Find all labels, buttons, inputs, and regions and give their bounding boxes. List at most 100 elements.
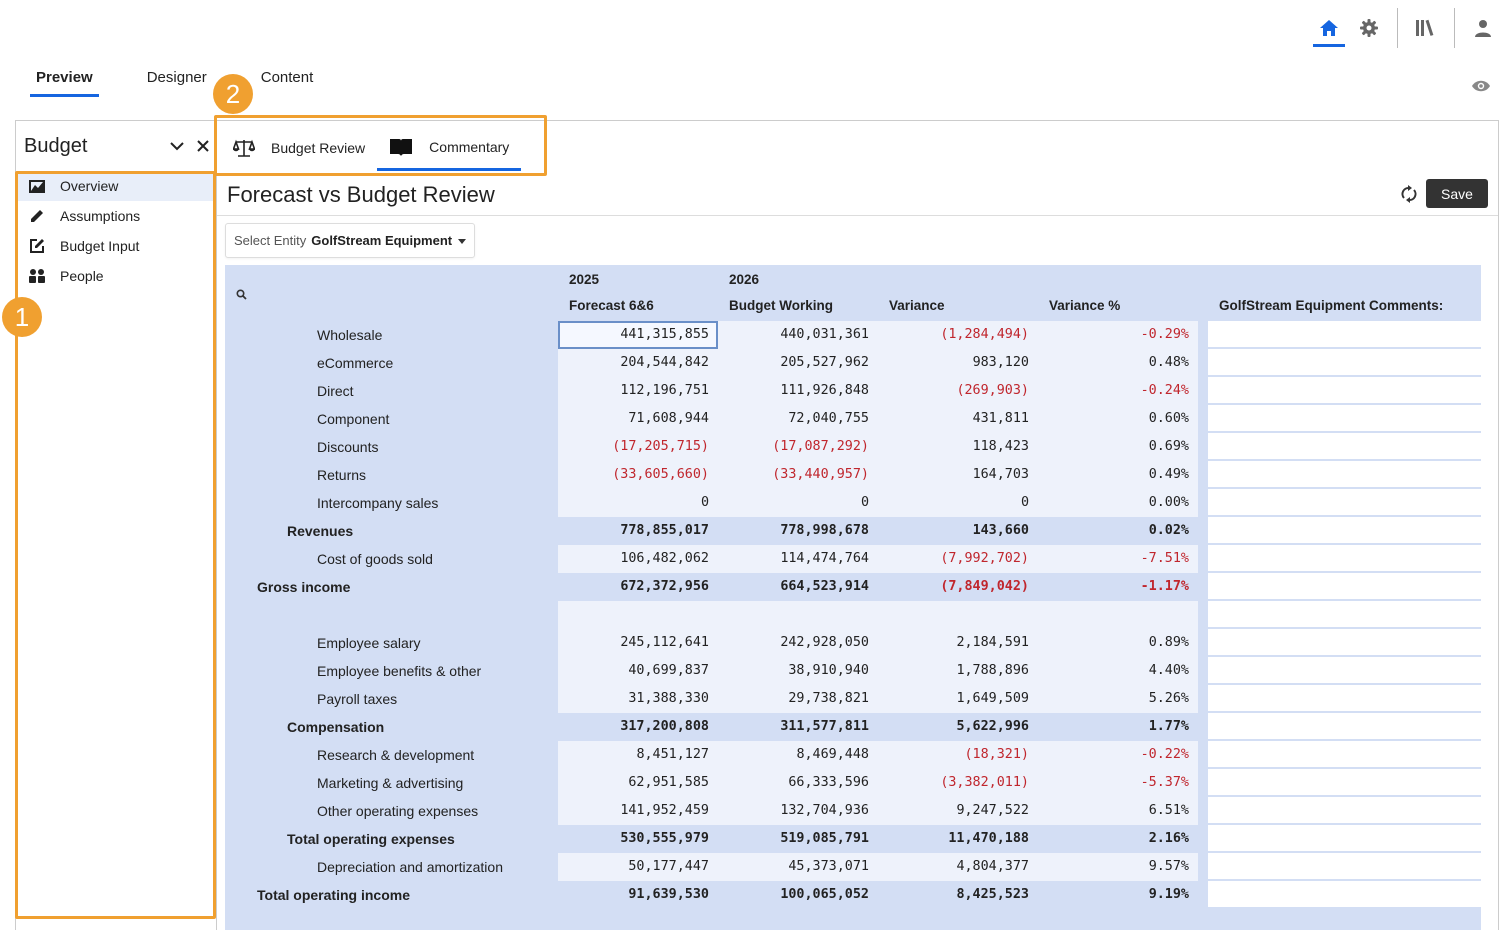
data-cell[interactable]: 29,738,821 bbox=[788, 691, 869, 706]
comment-cell[interactable] bbox=[1208, 573, 1481, 600]
data-cell[interactable]: 778,855,017 bbox=[620, 523, 709, 538]
comment-cell[interactable] bbox=[1208, 601, 1481, 628]
comment-cell[interactable] bbox=[1208, 377, 1481, 404]
data-cell[interactable]: 8,469,448 bbox=[796, 747, 869, 762]
refresh-icon[interactable] bbox=[1400, 185, 1418, 208]
data-cell[interactable]: (269,903) bbox=[956, 383, 1029, 398]
data-cell[interactable]: 0 bbox=[1020, 495, 1029, 510]
user-icon[interactable] bbox=[1463, 11, 1503, 45]
data-cell[interactable]: 0.69% bbox=[1148, 439, 1189, 454]
data-cell[interactable]: 45,373,071 bbox=[788, 859, 869, 874]
comment-cell[interactable] bbox=[1208, 545, 1481, 572]
data-cell[interactable]: 66,333,596 bbox=[788, 775, 869, 790]
data-cell[interactable] bbox=[878, 601, 1038, 629]
tab-designer[interactable]: Designer bbox=[146, 69, 207, 86]
data-cell[interactable]: 0.02% bbox=[1148, 523, 1189, 538]
data-cell[interactable]: 2,184,591 bbox=[956, 635, 1029, 650]
data-cell[interactable]: 242,928,050 bbox=[780, 635, 869, 650]
data-cell[interactable]: (3,382,011) bbox=[940, 775, 1029, 790]
data-cell[interactable]: 311,577,811 bbox=[780, 719, 869, 734]
data-cell[interactable]: 245,112,641 bbox=[620, 635, 709, 650]
data-cell[interactable]: 0.00% bbox=[1148, 495, 1189, 510]
data-cell[interactable]: 1,649,509 bbox=[956, 691, 1029, 706]
data-cell[interactable]: (17,205,715) bbox=[612, 439, 709, 454]
data-cell[interactable]: 38,910,940 bbox=[788, 663, 869, 678]
comment-cell[interactable] bbox=[1208, 489, 1481, 516]
data-cell[interactable]: 672,372,956 bbox=[620, 579, 709, 594]
comment-cell[interactable] bbox=[1208, 517, 1481, 544]
data-cell[interactable]: 0.89% bbox=[1148, 635, 1189, 650]
data-cell[interactable]: -7.51% bbox=[1140, 551, 1189, 566]
comment-cell[interactable] bbox=[1208, 741, 1481, 768]
comment-cell[interactable] bbox=[1208, 713, 1481, 740]
select-entity-dropdown[interactable]: Select Entity GolfStream Equipment bbox=[225, 223, 476, 258]
data-cell[interactable]: 5,622,996 bbox=[956, 719, 1029, 734]
chevron-down-icon[interactable] bbox=[165, 134, 189, 158]
comment-cell[interactable] bbox=[1208, 881, 1481, 908]
data-cell[interactable]: -5.37% bbox=[1140, 775, 1189, 790]
sidebar-item-overview[interactable]: Overview bbox=[16, 171, 217, 201]
data-cell[interactable] bbox=[718, 601, 878, 629]
comment-cell[interactable] bbox=[1208, 657, 1481, 684]
data-cell[interactable]: 9,247,522 bbox=[956, 803, 1029, 818]
library-icon[interactable] bbox=[1406, 11, 1446, 45]
data-cell[interactable]: -0.24% bbox=[1140, 383, 1189, 398]
data-cell[interactable]: 114,474,764 bbox=[780, 551, 869, 566]
comment-cell[interactable] bbox=[1208, 461, 1481, 488]
data-cell[interactable]: 91,639,530 bbox=[628, 887, 709, 902]
data-cell[interactable]: 519,085,791 bbox=[780, 831, 869, 846]
data-cell[interactable]: 4,804,377 bbox=[956, 859, 1029, 874]
tab-preview[interactable]: Preview bbox=[30, 66, 99, 97]
data-cell[interactable]: 132,704,936 bbox=[780, 803, 869, 818]
comment-cell[interactable] bbox=[1208, 825, 1481, 852]
data-cell[interactable]: (1,284,494) bbox=[940, 327, 1029, 342]
data-cell[interactable]: 530,555,979 bbox=[620, 831, 709, 846]
data-cell[interactable]: -0.29% bbox=[1140, 327, 1189, 342]
data-cell[interactable]: -0.22% bbox=[1140, 747, 1189, 762]
comment-cell[interactable] bbox=[1208, 321, 1481, 348]
save-button[interactable]: Save bbox=[1426, 179, 1488, 208]
data-cell[interactable]: 141,952,459 bbox=[620, 803, 709, 818]
data-cell[interactable]: 118,423 bbox=[972, 439, 1029, 454]
data-cell[interactable]: 6.51% bbox=[1148, 803, 1189, 818]
data-cell[interactable]: 205,527,962 bbox=[780, 355, 869, 370]
comment-cell[interactable] bbox=[1208, 853, 1481, 880]
data-cell[interactable]: 8,451,127 bbox=[636, 747, 709, 762]
data-cell[interactable]: 441,315,855 bbox=[558, 321, 718, 349]
data-cell[interactable] bbox=[558, 601, 718, 629]
data-cell[interactable]: 8,425,523 bbox=[956, 887, 1029, 902]
data-cell[interactable]: 9.57% bbox=[1148, 859, 1189, 874]
data-cell[interactable] bbox=[1038, 601, 1198, 629]
data-cell[interactable]: 71,608,944 bbox=[628, 411, 709, 426]
data-cell[interactable]: 204,544,842 bbox=[620, 355, 709, 370]
search-icon[interactable] bbox=[236, 287, 247, 305]
sidebar-item-assumptions[interactable]: Assumptions bbox=[16, 201, 217, 231]
data-cell[interactable]: (7,992,702) bbox=[940, 551, 1029, 566]
data-cell[interactable]: 11,470,188 bbox=[948, 831, 1029, 846]
comment-cell[interactable] bbox=[1208, 433, 1481, 460]
data-cell[interactable]: 72,040,755 bbox=[788, 411, 869, 426]
data-cell[interactable]: 440,031,361 bbox=[780, 327, 869, 342]
data-cell[interactable]: 40,699,837 bbox=[628, 663, 709, 678]
data-cell[interactable]: 431,811 bbox=[972, 411, 1029, 426]
tab-content[interactable]: Content bbox=[260, 69, 314, 86]
data-cell[interactable]: 50,177,447 bbox=[628, 859, 709, 874]
home-icon[interactable] bbox=[1309, 11, 1349, 47]
data-cell[interactable]: 62,951,585 bbox=[628, 775, 709, 790]
data-cell[interactable]: 778,998,678 bbox=[780, 523, 869, 538]
data-cell[interactable]: 164,703 bbox=[972, 467, 1029, 482]
data-cell[interactable]: 0.60% bbox=[1148, 411, 1189, 426]
data-cell[interactable]: 664,523,914 bbox=[780, 579, 869, 594]
gear-icon[interactable] bbox=[1349, 11, 1389, 45]
data-cell[interactable]: 0 bbox=[860, 495, 869, 510]
comment-cell[interactable] bbox=[1208, 797, 1481, 824]
close-icon[interactable] bbox=[191, 134, 215, 158]
data-cell[interactable]: 4.40% bbox=[1148, 663, 1189, 678]
data-cell[interactable]: 112,196,751 bbox=[620, 383, 709, 398]
data-cell[interactable]: 9.19% bbox=[1148, 887, 1189, 902]
comment-cell[interactable] bbox=[1208, 629, 1481, 656]
data-cell[interactable]: 111,926,848 bbox=[780, 383, 869, 398]
comment-cell[interactable] bbox=[1208, 405, 1481, 432]
comment-cell[interactable] bbox=[1208, 349, 1481, 376]
data-cell[interactable]: (17,087,292) bbox=[772, 439, 869, 454]
